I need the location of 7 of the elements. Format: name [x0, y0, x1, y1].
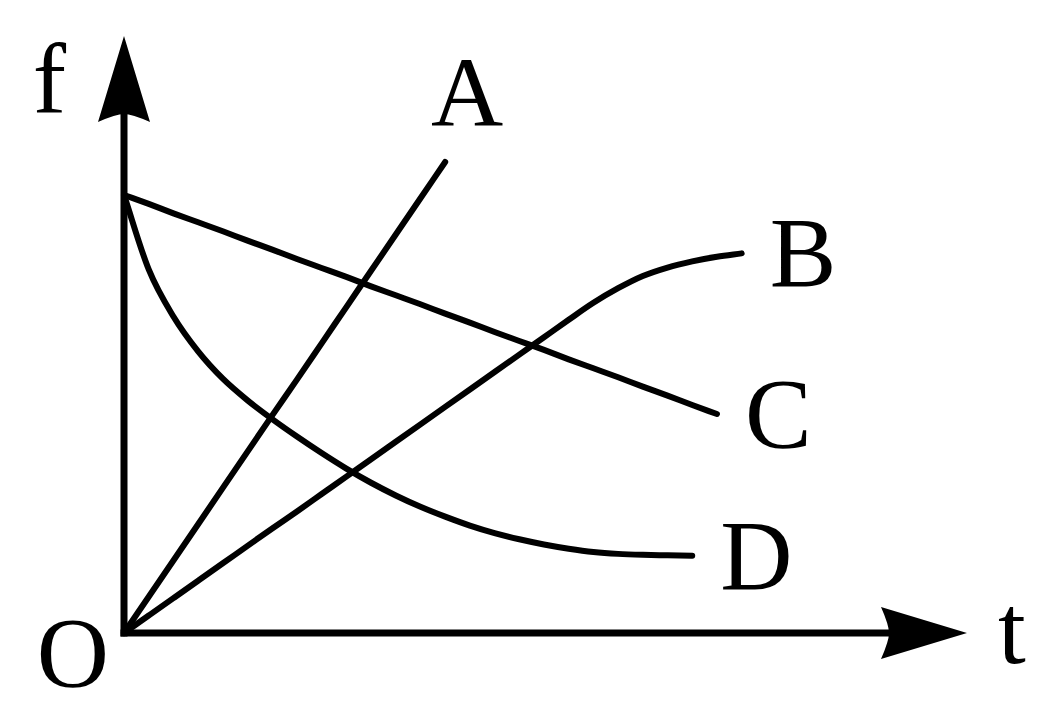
series-label: B	[769, 197, 837, 309]
series-label: A	[431, 37, 504, 148]
y-axis-title: f	[32, 24, 67, 135]
text: O	[36, 597, 109, 708]
series-label: D	[720, 499, 793, 611]
series-label: C	[744, 357, 812, 469]
x-axis-title: t	[998, 574, 1026, 685]
